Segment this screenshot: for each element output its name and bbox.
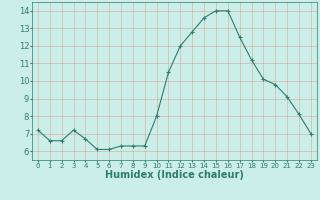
X-axis label: Humidex (Indice chaleur): Humidex (Indice chaleur)	[105, 170, 244, 180]
